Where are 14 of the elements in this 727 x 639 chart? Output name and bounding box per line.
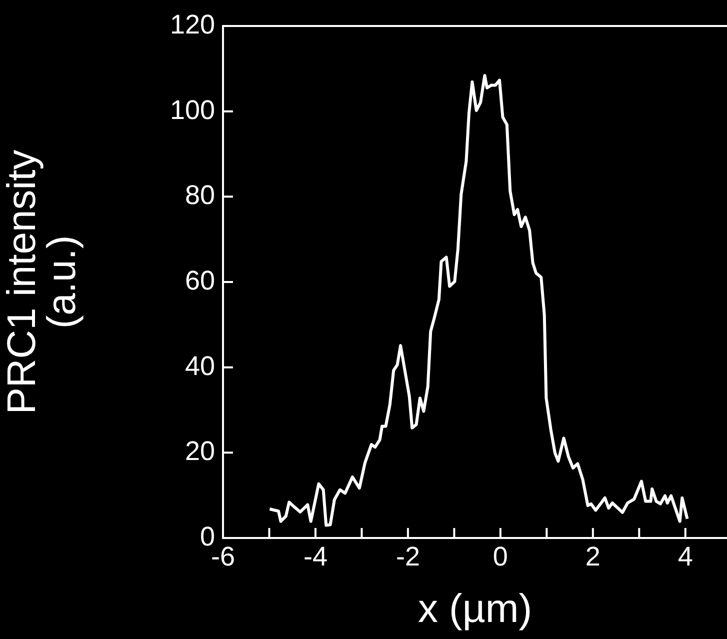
x-tick-label: 0	[492, 542, 508, 572]
x-tick-label: -4	[303, 542, 328, 572]
y-tick-label: 40	[184, 350, 215, 381]
y-tick-label: 0	[200, 521, 215, 552]
x-tick-label: -2	[396, 542, 420, 572]
x-axis-title: x (µm)	[418, 587, 532, 632]
y-tick-label: 60	[184, 265, 215, 296]
y-axis-title: PRC1 intensity (a.u.)	[0, 150, 84, 414]
y-tick-label: 80	[184, 180, 215, 210]
y-tick-label: 120	[170, 9, 215, 40]
x-tick-label: 2	[585, 542, 600, 572]
y-tick-label: 20	[184, 436, 215, 466]
x-tick-label: 4	[678, 542, 693, 572]
y-tick-label: 100	[170, 94, 215, 125]
